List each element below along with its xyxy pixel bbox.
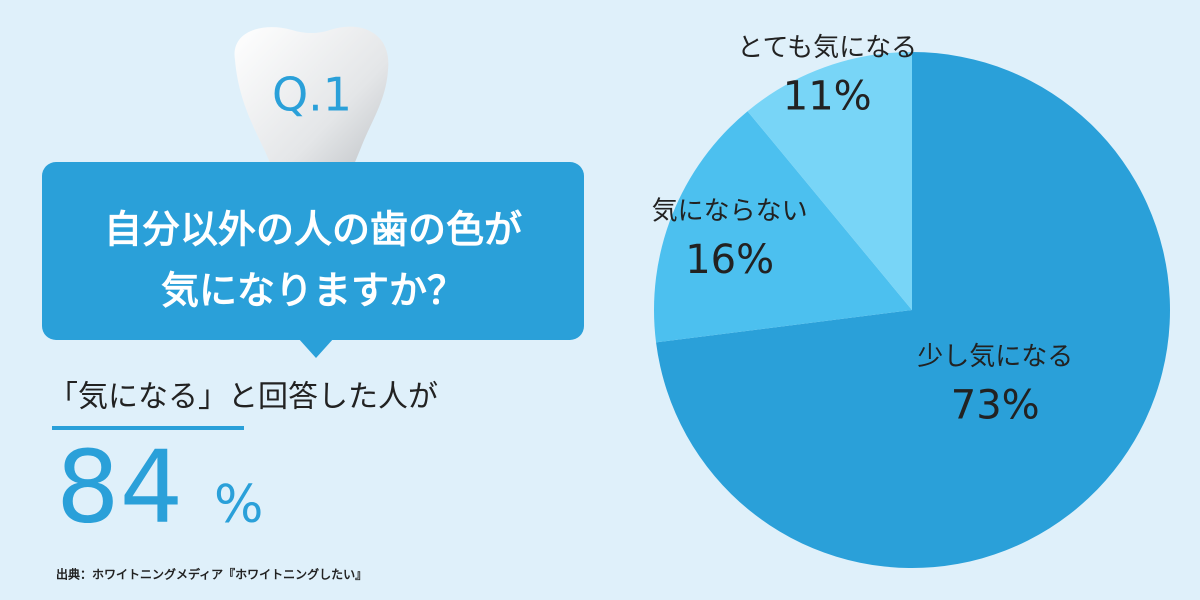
pie-slice xyxy=(747,52,912,310)
pie-chart: 少し気になる 73% 気にならない 16% とても気になる 11% xyxy=(652,33,1170,568)
slice-label: とても気になる xyxy=(737,33,917,63)
tooth-icon xyxy=(234,26,389,188)
highlight-number: 84 xyxy=(56,428,183,545)
slice-value: 16% xyxy=(685,237,774,283)
question-bubble xyxy=(42,162,584,340)
slice-value: 73% xyxy=(951,382,1040,428)
callout: 「気になる」と回答した人が xyxy=(48,380,438,415)
bubble-pointer xyxy=(298,338,334,358)
slice-label: 気にならない xyxy=(652,196,808,226)
pie-slice xyxy=(654,111,912,343)
underline xyxy=(52,426,244,430)
slice-value: 11% xyxy=(783,74,872,120)
slice-label: 少し気になる xyxy=(917,342,1073,372)
question-badge: Q.1 xyxy=(272,68,352,122)
source: 出典：ホワイトニングメディア『ホワイトニングしたい』 xyxy=(56,567,367,582)
pie-slice xyxy=(656,52,1170,568)
question-line: 自分以外の人の歯の色が xyxy=(104,208,522,252)
question-line: 気になりますか？ xyxy=(161,269,465,313)
highlight-unit: % xyxy=(214,475,263,535)
